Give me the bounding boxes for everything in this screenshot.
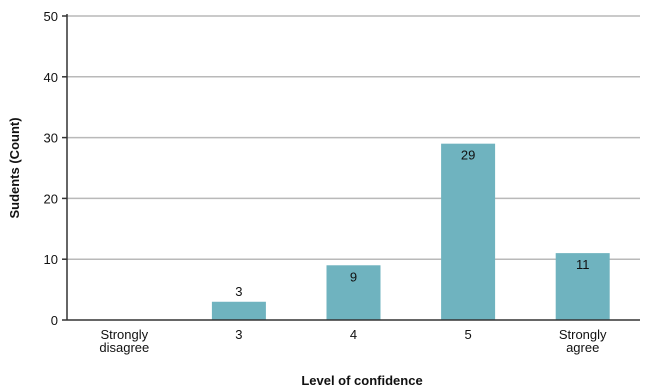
x-axis-title: Level of confidence [301,373,422,388]
x-tick-label: 5 [464,327,471,342]
x-tick-label: 4 [350,327,357,342]
bar [441,143,496,320]
data-label: 3 [235,284,242,299]
bar [555,253,610,320]
y-tick-label: 50 [44,9,58,24]
y-tick-label: 0 [51,313,58,328]
y-tick-label: 40 [44,70,58,85]
data-label: 9 [350,269,357,284]
bar [326,265,381,320]
y-tick-label: 10 [44,252,58,267]
bar [211,301,266,320]
x-tick-label: Strongly disagree [99,327,149,355]
data-label: 29 [461,148,475,163]
y-tick-label: 30 [44,131,58,146]
axes [66,14,640,321]
gridlines [67,15,640,260]
data-labels: 3 9 29 11 [235,148,589,299]
y-tick-labels: 0 10 20 30 40 50 [44,9,67,328]
x-tick-labels: Strongly disagree 3 4 5 Strongly agree [99,327,607,355]
y-tick-label: 20 [44,191,58,206]
y-axis-title: Sudents (Count) [7,117,22,218]
bars [211,143,610,320]
data-label: 11 [576,257,590,272]
x-tick-label: Strongly agree [559,327,607,355]
x-tick-label: 3 [235,327,242,342]
